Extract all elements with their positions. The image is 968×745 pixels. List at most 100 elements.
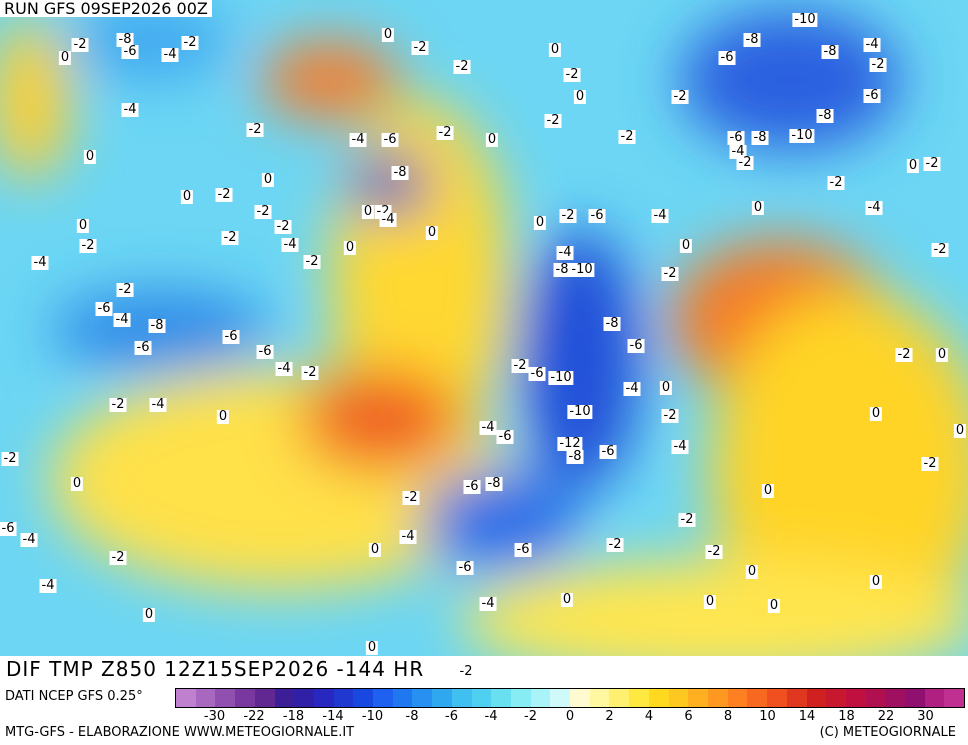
contour-label: -2: [511, 358, 529, 373]
contour-label: 0: [560, 592, 574, 607]
colorbar-swatch: [550, 689, 571, 707]
colorbar-label: 30: [917, 709, 934, 724]
contour-label: 0: [485, 132, 499, 147]
colorbar-swatch: [274, 689, 295, 707]
contour-label: -4: [281, 237, 299, 252]
colorbar-label: -4: [484, 709, 498, 724]
contour-label: -6: [456, 560, 474, 575]
colorbar-swatch: [294, 689, 314, 707]
contour-label: -4: [865, 200, 883, 215]
contour-label: -6: [514, 542, 532, 557]
contour-label: -2: [79, 238, 97, 253]
contour-label: -8: [148, 318, 166, 333]
contour-label: -4: [20, 532, 38, 547]
contour-label: -4: [479, 596, 497, 611]
contour-label: -2: [274, 219, 292, 234]
contour-label: -8: [553, 262, 571, 277]
contour-label: -2: [402, 490, 420, 505]
contour-label: 0: [425, 225, 439, 240]
colorbar: [175, 688, 965, 708]
colorbar-swatch: [826, 689, 846, 707]
contour-label: -4: [729, 144, 747, 159]
contour-label: 0: [343, 240, 357, 255]
colorbar-swatch: [806, 689, 827, 707]
contour-label: -6: [727, 130, 745, 145]
contour-label: -2: [1, 451, 19, 466]
colorbar-label: -18: [282, 709, 305, 724]
contour-label: -2: [457, 664, 475, 679]
contour-label: -2: [559, 208, 577, 223]
colorbar-swatch: [629, 689, 649, 707]
contour-label: -6: [222, 329, 240, 344]
colorbar-swatch: [944, 689, 965, 707]
contour-label: -2: [661, 408, 679, 423]
colorbar-swatch: [885, 689, 906, 707]
contour-label: -8: [821, 44, 839, 59]
colorbar-swatch: [924, 689, 945, 707]
contour-label: -6: [528, 366, 546, 381]
contour-label: -6: [463, 479, 481, 494]
contour-label: 0: [679, 238, 693, 253]
contour-label: 0: [703, 594, 717, 609]
colorbar-swatch: [905, 689, 925, 707]
contour-label: -8: [603, 316, 621, 331]
colorbar-label: 10: [759, 709, 776, 724]
contour-label: -2: [895, 347, 913, 362]
colorbar-swatch: [845, 689, 866, 707]
colorbar-swatch: [471, 689, 492, 707]
contour-label: -8: [485, 476, 503, 491]
contour-label: -4: [31, 255, 49, 270]
colorbar-swatch: [865, 689, 886, 707]
colorbar-swatch: [176, 689, 196, 707]
contour-label: -8: [116, 32, 134, 47]
contour-label: -2: [661, 266, 679, 281]
contour-label: -2: [606, 537, 624, 552]
contour-label: -2: [736, 155, 754, 170]
contour-label: -4: [399, 529, 417, 544]
contour-label: -4: [671, 439, 689, 454]
contour-label: 0: [76, 218, 90, 233]
contour-label: -4: [113, 312, 131, 327]
map-title: DIF TMP Z850 12Z15SEP2026 -144 HR: [0, 656, 431, 683]
contour-label: -2: [671, 89, 689, 104]
colorbar-swatch: [333, 689, 354, 707]
contour-label: -6: [256, 344, 274, 359]
colorbar-swatch: [195, 689, 216, 707]
contour-label: 0: [869, 406, 883, 421]
contour-label: -6: [599, 444, 617, 459]
contour-label: 0: [368, 542, 382, 557]
contour-label: -4: [349, 132, 367, 147]
contour-label: -4: [275, 361, 293, 376]
contour-label: 0: [361, 204, 375, 219]
colorbar-swatch: [727, 689, 748, 707]
contour-label: -2: [221, 230, 239, 245]
contour-label: 0: [935, 347, 949, 362]
contour-label: -6: [627, 338, 645, 353]
colorbar-swatch: [432, 689, 452, 707]
colorbar-label: 0: [565, 709, 575, 724]
contour-label: 0: [381, 27, 395, 42]
colorbar-label: 2: [605, 709, 614, 724]
colorbar-swatch: [688, 689, 708, 707]
contour-label: -8: [566, 449, 584, 464]
colorbar-label: -8: [405, 709, 419, 724]
contour-label: -4: [161, 47, 179, 62]
contour-label: -10: [789, 128, 815, 143]
colorbar-label: -30: [203, 709, 226, 724]
contour-label: -8: [743, 32, 761, 47]
colorbar-swatch: [412, 689, 433, 707]
contour-label: -2: [254, 204, 272, 219]
contour-label: 0: [953, 423, 967, 438]
contour-label: -2: [303, 254, 321, 269]
contour-label: 0: [83, 149, 97, 164]
contour-label: -2: [827, 175, 845, 190]
colorbar-swatch: [451, 689, 472, 707]
contour-label: -10: [792, 12, 818, 27]
colorbar-swatch: [707, 689, 728, 707]
colorbar-label: 14: [798, 709, 816, 724]
colorbar-label: 4: [644, 709, 654, 724]
contour-label: -2: [411, 40, 429, 55]
contour-label: -2: [705, 544, 723, 559]
contour-label: -6: [121, 44, 139, 59]
